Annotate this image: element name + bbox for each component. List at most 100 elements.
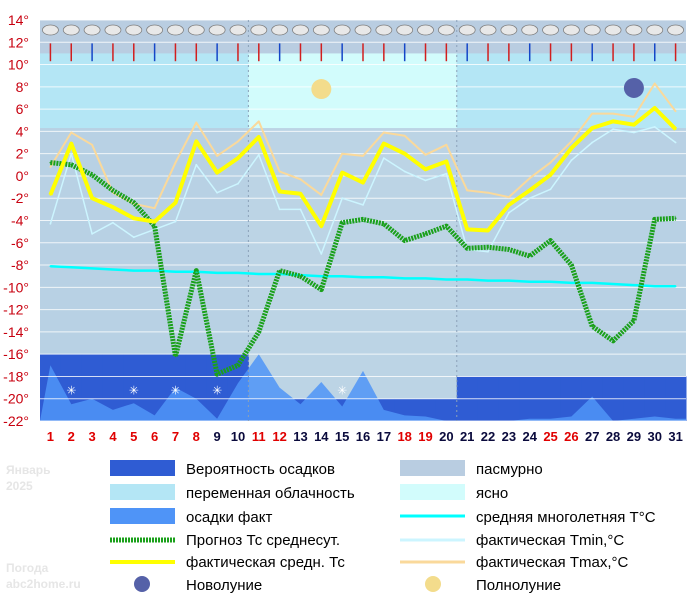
x-tick-label: 2 [68,429,75,444]
series-1-point-19 [424,168,427,171]
x-tick-label: 26 [564,429,578,444]
cloud-icon [354,24,372,36]
series-4-point-17 [382,276,385,279]
series-0-point-25 [549,239,552,242]
series-3-point-12 [278,170,281,173]
series-4-point-15 [341,275,344,278]
series-0-point-31 [674,217,677,220]
y-tick-label: 4° [16,123,29,139]
series-3-point-27 [591,112,594,115]
series-2-point-31 [674,141,677,144]
legend-label-tmin: фактическая Tmin,°C [476,532,624,549]
series-1-point-3 [91,197,93,200]
series-2-point-7 [174,220,177,223]
cloud-icon [479,24,497,36]
cloud-icon [125,24,143,36]
series-2-point-4 [112,221,114,224]
legend-swatch-clear [400,484,465,500]
series-3-point-9 [216,155,219,157]
series-4-point-21 [466,278,469,281]
y-tick-label: 0° [16,168,29,184]
cloud-icon [62,24,80,36]
y-tick-label: 12° [8,34,29,50]
overcast-layer [40,128,686,399]
series-3-point-2 [70,131,73,134]
series-1-point-16 [362,181,364,184]
full-moon-icon [311,79,332,100]
snowflake-icon: ✳ [212,383,222,397]
series-1-point-1 [49,194,52,196]
series-1-point-27 [591,127,594,129]
y-tick-label: -16° [3,346,29,362]
series-0-point-28 [612,339,614,342]
x-tick-label: 13 [293,429,307,444]
series-4-point-20 [445,278,448,281]
cloud-icon [146,24,164,36]
legend-label-precip-probability: Вероятность осадков [186,461,335,478]
series-1-point-22 [487,229,489,232]
series-0-point-7 [174,355,177,358]
series-4-point-25 [549,280,552,283]
series-3-point-28 [612,112,614,115]
series-2-point-24 [528,197,531,200]
series-2-point-8 [195,163,198,166]
series-3-point-30 [653,82,656,85]
series-4-point-18 [403,277,406,280]
series-2-point-10 [237,182,239,185]
cloud-icon [396,24,414,36]
cloud-icon [542,24,559,36]
y-tick-label: 8° [16,79,29,95]
series-4-point-31 [674,285,677,288]
series-0-point-4 [112,189,114,192]
legend-label-clear: ясно [476,485,508,502]
series-3-point-8 [195,121,198,124]
series-2-point-26 [570,159,573,162]
snowflake-icon: ✳ [66,383,76,397]
series-0-point-19 [424,233,427,235]
cloud-icon [271,24,289,36]
series-0-point-13 [299,275,302,278]
series-1-point-4 [112,206,114,209]
series-1-point-31 [674,128,677,131]
series-3-point-22 [487,191,489,194]
series-1-point-11 [257,136,260,138]
x-tick-label: 11 [252,429,266,444]
cloud-icon [417,24,434,36]
series-1-point-10 [237,157,239,160]
x-tick-label: 31 [668,429,682,444]
series-0-point-3 [91,173,93,176]
series-4-point-4 [112,268,114,271]
new-moon-icon [134,576,150,592]
series-3-point-16 [362,155,364,157]
series-2-point-23 [508,211,510,214]
legend-label-full-moon: Полнолуние [476,577,561,594]
series-4-point-30 [653,285,656,288]
series-3-point-3 [91,143,93,146]
series-3-point-29 [633,116,635,118]
series-3-point-18 [403,134,406,137]
cloud-icon [375,24,393,36]
x-tick-label: 18 [397,429,411,444]
y-tick-label: -6° [11,235,29,251]
series-1-point-8 [195,140,198,143]
new-moon-icon [623,77,644,98]
legend-swatch-precip-probability [110,460,175,476]
series-3-point-26 [570,140,573,143]
y-tick-label: -8° [11,257,29,273]
series-3-point-23 [508,196,510,199]
x-tick-label: 8 [193,429,200,444]
legend-label-overcast: пасмурно [476,461,543,478]
cloud-icon [187,24,205,36]
watermark-year: 2025 [6,479,33,493]
series-2-point-13 [299,208,302,211]
series-3-point-25 [549,161,552,164]
cloud-icon [646,24,664,36]
x-tick-label: 25 [543,429,557,444]
cloud-icon [42,24,59,36]
series-3-point-7 [174,161,177,164]
series-2-point-16 [362,204,364,206]
x-tick-label: 3 [88,429,95,444]
x-tick-label: 10 [231,429,245,444]
y-tick-label: -12° [3,302,29,318]
cloud-icon [167,24,184,36]
